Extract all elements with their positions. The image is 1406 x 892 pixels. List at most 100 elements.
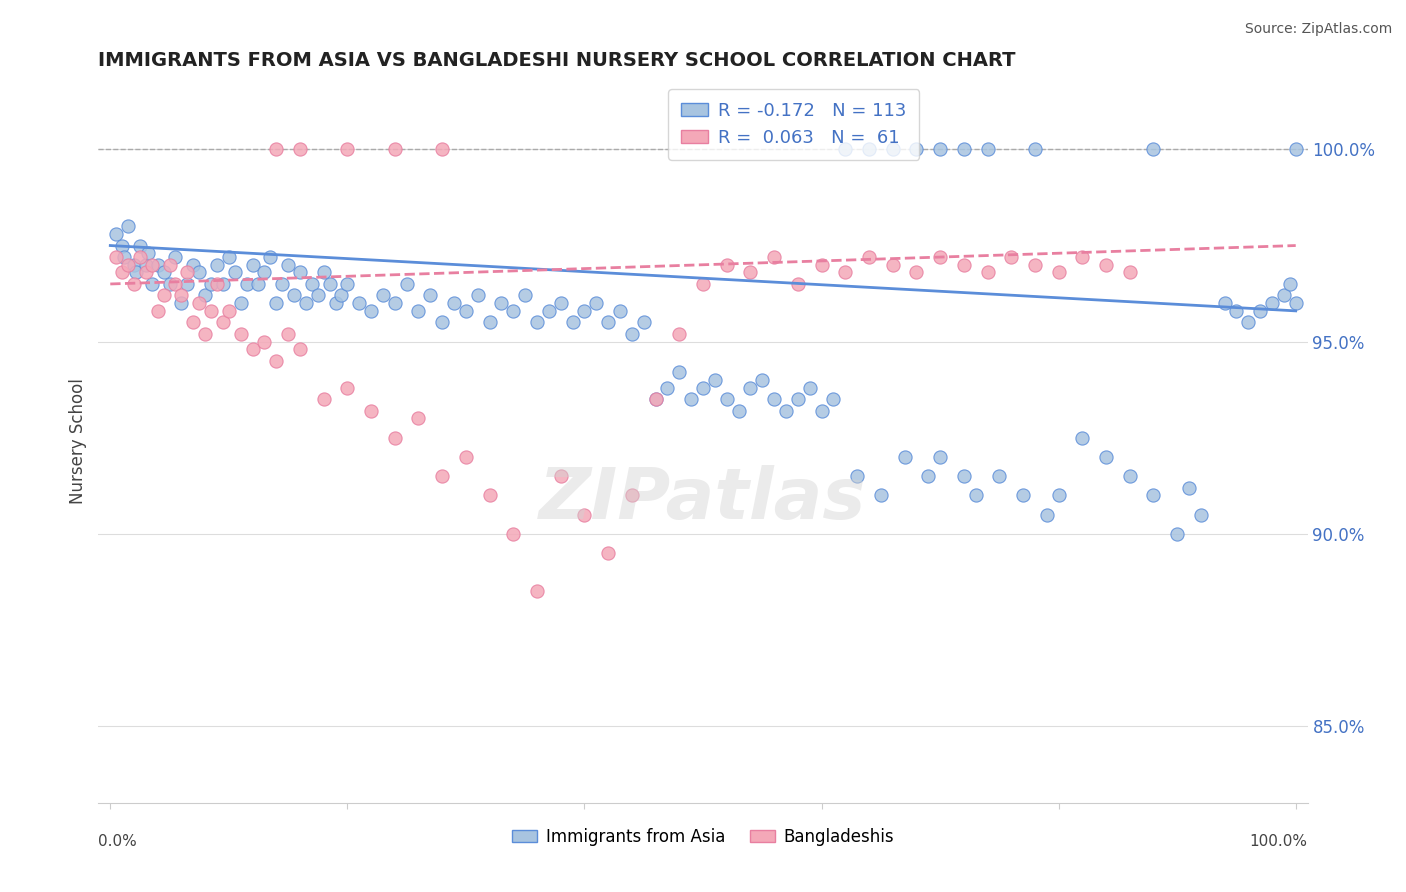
Point [869, 488, 891, 502]
Point [264, 354, 287, 368]
Point [598, 546, 620, 560]
Point [360, 404, 382, 418]
Point [1036, 508, 1059, 522]
Point [620, 488, 643, 502]
Point [692, 277, 714, 291]
Point [325, 296, 347, 310]
Point [117, 258, 139, 272]
Point [810, 258, 832, 272]
Point [976, 265, 998, 279]
Point [176, 277, 198, 291]
Point [882, 258, 904, 272]
Point [1272, 288, 1295, 302]
Point [122, 258, 145, 272]
Point [1119, 469, 1142, 483]
Point [905, 143, 928, 157]
Point [146, 304, 169, 318]
Point [952, 143, 974, 157]
Point [454, 304, 477, 318]
Point [277, 326, 299, 341]
Point [965, 488, 987, 502]
Point [259, 250, 281, 264]
Point [419, 288, 441, 302]
Point [834, 265, 856, 279]
Point [336, 143, 359, 157]
Point [1285, 296, 1308, 310]
Point [360, 304, 382, 318]
Point [763, 250, 786, 264]
Point [125, 265, 148, 279]
Point [786, 392, 808, 407]
Point [212, 277, 235, 291]
Point [550, 469, 572, 483]
Point [858, 143, 880, 157]
Point [336, 381, 359, 395]
Point [1024, 258, 1046, 272]
Point [264, 143, 287, 157]
Point [1142, 488, 1164, 502]
Point [786, 277, 808, 291]
Point [432, 315, 454, 329]
Point [111, 238, 134, 252]
Point [165, 277, 187, 291]
Point [200, 277, 222, 291]
Point [384, 431, 406, 445]
Point [716, 392, 738, 407]
Text: IMMIGRANTS FROM ASIA VS BANGLADESHI NURSERY SCHOOL CORRELATION CHART: IMMIGRANTS FROM ASIA VS BANGLADESHI NURS… [98, 52, 1017, 70]
Point [1213, 296, 1236, 310]
Point [347, 296, 370, 310]
Point [609, 304, 631, 318]
Point [1095, 258, 1118, 272]
Point [443, 296, 465, 310]
Legend: R = -0.172   N = 113, R =  0.063   N =  61: R = -0.172 N = 113, R = 0.063 N = 61 [668, 89, 920, 160]
Point [1012, 488, 1035, 502]
Point [242, 343, 264, 357]
Point [432, 143, 454, 157]
Point [1047, 265, 1070, 279]
Point [515, 288, 537, 302]
Point [181, 258, 204, 272]
Point [295, 296, 318, 310]
Point [491, 296, 513, 310]
Point [114, 250, 136, 264]
Point [336, 277, 359, 291]
Point [264, 296, 287, 310]
Point [141, 258, 163, 272]
Point [1166, 526, 1188, 541]
Point [1278, 277, 1301, 291]
Point [301, 277, 323, 291]
Point [212, 315, 235, 329]
Point [152, 265, 174, 279]
Point [1000, 250, 1022, 264]
Point [253, 334, 276, 349]
Point [395, 277, 418, 291]
Point [283, 288, 305, 302]
Point [1095, 450, 1118, 464]
Point [288, 265, 311, 279]
Point [751, 373, 773, 387]
Point [1071, 431, 1094, 445]
Point [952, 469, 974, 483]
Point [117, 219, 139, 234]
Point [318, 277, 340, 291]
Point [408, 411, 430, 425]
Point [478, 315, 501, 329]
Point [218, 250, 240, 264]
Point [218, 304, 240, 318]
Point [929, 250, 952, 264]
Point [408, 304, 430, 318]
Point [205, 277, 228, 291]
Point [574, 508, 596, 522]
Point [526, 584, 548, 599]
Point [668, 365, 690, 379]
Point [598, 315, 620, 329]
Point [810, 404, 832, 418]
Point [371, 288, 394, 302]
Point [330, 288, 353, 302]
Point [1024, 143, 1046, 157]
Point [681, 392, 703, 407]
Point [170, 296, 193, 310]
Point [858, 250, 880, 264]
Point [929, 143, 952, 157]
Point [703, 373, 725, 387]
